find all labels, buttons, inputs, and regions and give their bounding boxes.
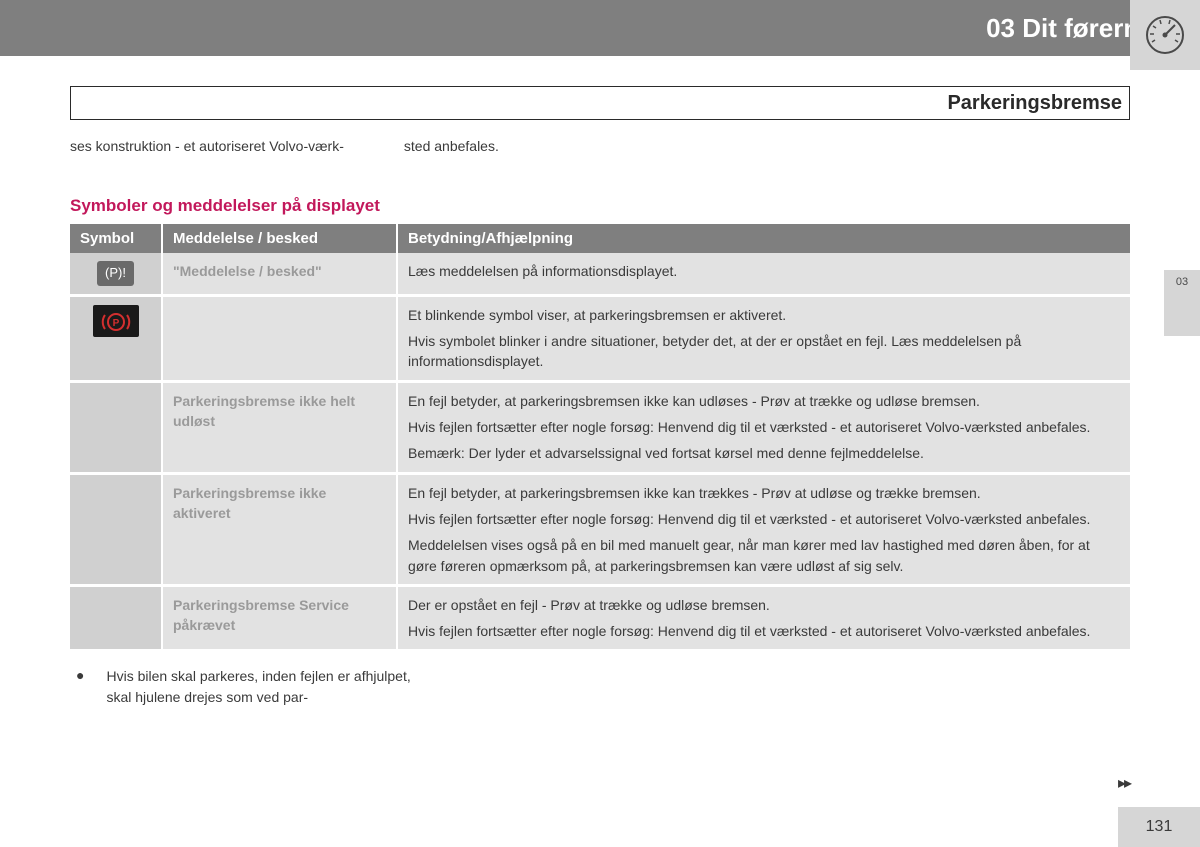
gauge-icon-box: [1130, 0, 1200, 70]
cell-meaning: Der er opstået en fejl - Prøv at trække …: [397, 585, 1130, 651]
page-number-box: 131: [1118, 807, 1200, 847]
cell-symbol: (P)!: [70, 253, 162, 295]
cell-message: Parkeringsbremse ikke helt udløst: [162, 381, 397, 473]
section-subtitle: Parkeringsbremse: [947, 92, 1122, 115]
meaning-line: Hvis fejlen fortsætter efter nogle forsø…: [408, 509, 1120, 529]
th-symbol: Symbol: [70, 224, 162, 253]
page-content: ses konstruktion - et autoriseret Volvo-…: [0, 120, 1200, 707]
parking-warning-badge-icon: (P)!: [97, 261, 134, 286]
chapter-tab-label: 03: [1176, 276, 1188, 288]
cell-meaning: En fejl betyder, at parkeringsbremsen ik…: [397, 381, 1130, 473]
table-row: Parkeringsbremse Service påkrævet Der er …: [70, 585, 1130, 651]
intro-columns: ses konstruktion - et autoriseret Volvo-…: [70, 138, 1130, 154]
meaning-line: Hvis symbolet blinker i andre situatione…: [408, 331, 1120, 372]
meaning-line: Der er opstået en fejl - Prøv at trække …: [408, 595, 1120, 615]
meaning-line: Hvis fejlen fortsætter efter nogle forsø…: [408, 621, 1120, 641]
chapter-tab: 03: [1164, 270, 1200, 336]
cell-meaning: Et blinkende symbol viser, at parkerings…: [397, 295, 1130, 381]
cell-message: Parkeringsbremse ikke aktiveret: [162, 473, 397, 585]
speedometer-icon: [1144, 14, 1186, 56]
cell-symbol: P: [70, 295, 162, 381]
continue-indicator: ▸▸: [1118, 773, 1130, 793]
symbols-table: Symbol Meddelelse / besked Betydning/Afh…: [70, 224, 1130, 652]
table-row: P Et blinkende symbol viser, at parkering…: [70, 295, 1130, 381]
meaning-line: En fejl betyder, at parkeringsbremsen ik…: [408, 391, 1120, 411]
cell-symbol: [70, 585, 162, 651]
intro-col1: ses konstruktion - et autoriseret Volvo-…: [70, 138, 344, 154]
cell-message: "Meddelelse / besked": [162, 253, 397, 295]
meaning-line: Et blinkende symbol viser, at parkerings…: [408, 305, 1120, 325]
section-heading: Symboler og meddelelser på displayet: [70, 196, 1130, 216]
meaning-line: Læs meddelelsen på informationsdisplayet…: [408, 261, 1120, 281]
cell-message: [162, 295, 397, 381]
section-subtitle-bar: Parkeringsbremse: [70, 86, 1130, 120]
th-meaning: Betydning/Afhjælpning: [397, 224, 1130, 253]
meaning-line: Hvis fejlen fortsætter efter nogle forsø…: [408, 417, 1120, 437]
svg-text:P: P: [112, 318, 119, 329]
meaning-line: Meddelelsen vises også på en bil med man…: [408, 535, 1120, 576]
page-number: 131: [1146, 818, 1173, 836]
chapter-header: 03 Dit førermiljø: [0, 0, 1200, 56]
table-row: Parkeringsbremse ikke aktiveret En fejl b…: [70, 473, 1130, 585]
cell-symbol: [70, 381, 162, 473]
meaning-line: En fejl betyder, at parkeringsbremsen ik…: [408, 483, 1120, 503]
table-row: Parkeringsbremse ikke helt udløst En fejl…: [70, 381, 1130, 473]
cell-symbol: [70, 473, 162, 585]
parking-brake-icon: P: [93, 305, 139, 337]
bullet-item: ● Hvis bilen skal parkeres, inden fejlen…: [70, 666, 1130, 707]
cell-message: Parkeringsbremse Service påkrævet: [162, 585, 397, 651]
cell-meaning: Læs meddelelsen på informationsdisplayet…: [397, 253, 1130, 295]
cell-meaning: En fejl betyder, at parkeringsbremsen ik…: [397, 473, 1130, 585]
bullet-marker: ●: [76, 666, 84, 707]
table-row: (P)! "Meddelelse / besked" Læs meddelelsen…: [70, 253, 1130, 295]
intro-col2: sted anbefales.: [404, 138, 499, 154]
bullet-text: Hvis bilen skal parkeres, inden fejlen e…: [106, 666, 426, 707]
th-message: Meddelelse / besked: [162, 224, 397, 253]
meaning-line: Bemærk: Der lyder et advarselssignal ved…: [408, 443, 1120, 463]
